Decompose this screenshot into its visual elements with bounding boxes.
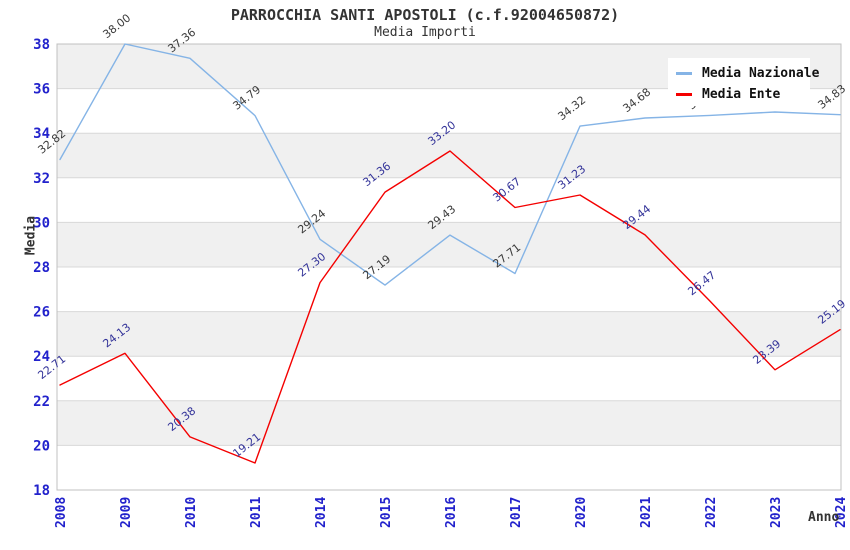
legend-item-media-ente: Media Ente — [676, 84, 810, 105]
legend-label-media-nazionale: Media Nazionale — [702, 66, 820, 81]
y-tick-label: 38 — [33, 37, 50, 53]
legend-item-media-nazionale: Media Nazionale — [676, 63, 819, 84]
x-tick-label: 2023 — [769, 497, 784, 528]
y-tick-label: 18 — [33, 483, 50, 499]
y-axis-title: Media — [23, 215, 39, 256]
chart-subtitle: Media Importi — [374, 25, 476, 40]
x-axis-title: Anno — [808, 510, 840, 525]
x-tick-label: 2015 — [379, 497, 394, 528]
x-tick-label: 2011 — [249, 497, 264, 528]
y-tick-label: 28 — [33, 260, 50, 276]
series-line-media-nazionale — [59, 43, 841, 286]
y-tick-label: 34 — [33, 126, 50, 142]
grid-band — [57, 311, 841, 357]
grid-band — [57, 133, 841, 178]
x-tick-label: 2024 — [834, 497, 849, 528]
grid-band — [57, 400, 841, 446]
x-tick-label: 2014 — [314, 497, 329, 528]
y-tick-label: 24 — [33, 349, 50, 365]
y-tick-label: 26 — [33, 305, 50, 321]
legend-box: Media Nazionale Media Ente — [668, 58, 819, 106]
x-tick-label: 2009 — [119, 497, 134, 528]
grid-band — [57, 222, 841, 267]
x-tick-label: 2022 — [704, 497, 719, 528]
y-tick-label: 30 — [33, 215, 50, 231]
x-tick-label: 2008 — [54, 497, 69, 528]
x-tick-label: 2017 — [509, 497, 524, 528]
point-label: 34.32 — [555, 93, 588, 123]
legend-label-media-ente: Media Ente — [702, 87, 781, 102]
y-tick-label: 22 — [33, 394, 50, 410]
series-line-media-ente — [59, 150, 841, 464]
media-ente-line-marker-icon — [676, 93, 692, 96]
x-tick-label: 2021 — [639, 497, 654, 528]
chart-title: PARROCCHIA SANTI APOSTOLI (c.f.920046508… — [230, 6, 620, 24]
point-label: 38.00 — [100, 11, 133, 41]
media-nazionale-line-marker-icon — [676, 72, 692, 75]
x-tick-label: 2016 — [444, 497, 459, 528]
y-tick-label: 20 — [33, 438, 50, 454]
y-tick-label: 32 — [33, 171, 50, 187]
point-label: 34.68 — [620, 85, 653, 115]
y-tick-label: 36 — [33, 82, 50, 98]
x-tick-label: 2020 — [574, 497, 589, 528]
x-tick-label: 2010 — [184, 497, 199, 528]
plot-border — [56, 43, 842, 491]
